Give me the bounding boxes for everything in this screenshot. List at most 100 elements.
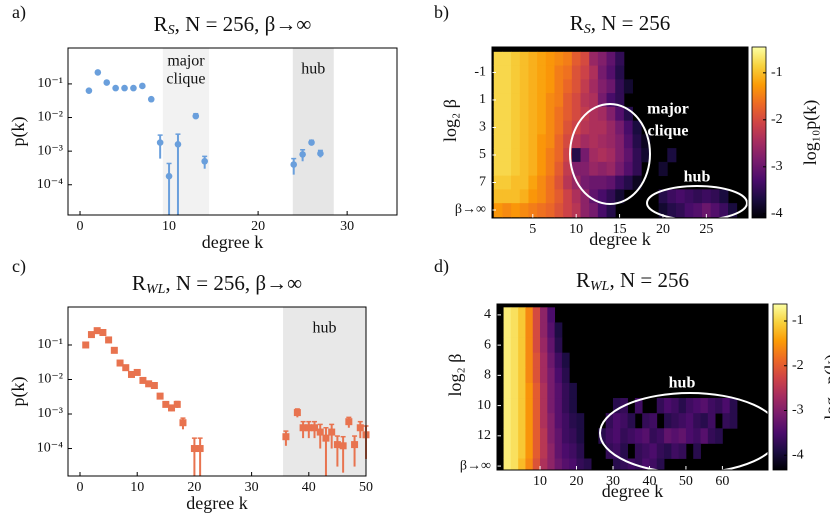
- heat-cell: [545, 79, 555, 94]
- heat-cell: [598, 428, 607, 444]
- heat-cell: [545, 51, 555, 66]
- heat-cell: [511, 161, 521, 177]
- heat-cell: [678, 428, 687, 444]
- region-label: clique: [166, 71, 205, 88]
- heat-cell: [502, 106, 512, 122]
- heat-cell: [719, 203, 729, 218]
- colorbar: [751, 46, 767, 219]
- heat-cell: [518, 413, 526, 429]
- point: [122, 364, 130, 372]
- heat-cell: [606, 79, 616, 94]
- y-tick-label: 10⁻⁴: [37, 177, 63, 192]
- heat-cell: [615, 161, 625, 177]
- heat-cell: [545, 120, 555, 135]
- heat-cell: [503, 352, 512, 369]
- heat-cell: [576, 458, 585, 470]
- point: [201, 157, 208, 165]
- heat-cell: [519, 79, 529, 94]
- heat-cell: [532, 413, 541, 429]
- heat-cell: [597, 65, 607, 80]
- heat-cell: [561, 367, 570, 384]
- heat-cell: [623, 148, 633, 163]
- heat-cell: [589, 65, 599, 80]
- point: [139, 82, 146, 90]
- plot-frame: [496, 303, 769, 471]
- heat-cell: [580, 51, 590, 66]
- heat-cell: [537, 161, 547, 177]
- heat-cell: [693, 203, 703, 218]
- heat-cell: [518, 367, 526, 384]
- heat-cell: [632, 175, 642, 190]
- heat-cell: [502, 51, 512, 66]
- heat-cell: [503, 413, 512, 429]
- heat-cell: [518, 337, 526, 354]
- heat-cell: [547, 398, 556, 414]
- heat-cell: [563, 120, 573, 135]
- x-tick-label: 30: [340, 219, 354, 234]
- point: [311, 424, 319, 432]
- colorbar-tick-label: -1: [771, 65, 783, 80]
- x-tick-label: 50: [679, 474, 693, 489]
- heat-cell: [658, 161, 668, 177]
- heat-cell: [589, 79, 599, 94]
- heat-cell: [503, 458, 512, 470]
- title-sub: WL: [590, 279, 610, 294]
- point: [282, 433, 290, 441]
- cells: [493, 51, 738, 218]
- heat-cell: [563, 161, 573, 177]
- heat-cell: [493, 148, 503, 163]
- heat-cell: [525, 367, 534, 384]
- title-rest: , N = 256: [591, 11, 671, 35]
- heat-cell: [606, 93, 616, 108]
- heat-cell: [547, 352, 556, 369]
- heat-cell: [606, 175, 616, 190]
- heat-cell: [580, 65, 590, 80]
- heat-cell: [597, 175, 607, 190]
- heat-cell: [537, 93, 547, 108]
- heat-cell: [634, 458, 643, 470]
- heat-cell: [561, 398, 570, 414]
- heat-cell: [615, 148, 625, 163]
- heat-cell: [649, 443, 658, 459]
- y-axis-label: log₂ β: [445, 354, 465, 397]
- heat-cell: [597, 93, 607, 108]
- y-tick-label: β→∞: [455, 202, 486, 217]
- point: [293, 409, 301, 417]
- heat-cell: [519, 51, 529, 66]
- point: [82, 341, 90, 349]
- chart-title: RS, N = 256: [570, 11, 671, 37]
- heat-cell: [519, 148, 529, 163]
- point: [308, 139, 315, 146]
- heat-cell: [532, 337, 541, 354]
- heat-cell: [571, 148, 581, 163]
- heat-cell: [510, 382, 519, 399]
- heat-cell: [658, 203, 668, 218]
- heat-cell: [511, 175, 521, 190]
- point: [317, 150, 324, 157]
- x-axis-label: degree k: [186, 493, 247, 513]
- heat-cell: [532, 398, 541, 414]
- heat-cell: [612, 458, 621, 470]
- heat-cell: [693, 398, 701, 414]
- heat-cell: [502, 161, 512, 177]
- heat-cell: [580, 203, 590, 218]
- heat-cell: [510, 413, 519, 429]
- heat-cell: [525, 337, 534, 354]
- heat-cell: [597, 203, 607, 218]
- heat-cell: [525, 428, 534, 444]
- heat-cell: [503, 382, 512, 399]
- heat-cell: [554, 120, 564, 135]
- heat-cell: [667, 148, 677, 163]
- point: [127, 370, 135, 378]
- heat-cell: [528, 65, 538, 80]
- heat-cell: [612, 443, 621, 459]
- heat-cell: [554, 337, 563, 354]
- point: [103, 79, 111, 86]
- heat-cell: [528, 203, 538, 218]
- annotation-ellipse: [646, 185, 748, 221]
- heat-cell: [532, 458, 541, 470]
- heat-cell: [547, 413, 556, 429]
- heat-cell: [532, 443, 541, 459]
- heat-cell: [528, 51, 538, 66]
- heat-cell: [519, 189, 529, 204]
